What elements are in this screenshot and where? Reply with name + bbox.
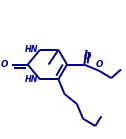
Text: O: O (84, 52, 92, 61)
Text: O: O (96, 60, 103, 69)
Text: HN: HN (25, 75, 39, 84)
Text: HN: HN (25, 45, 39, 54)
Text: O: O (1, 60, 9, 69)
